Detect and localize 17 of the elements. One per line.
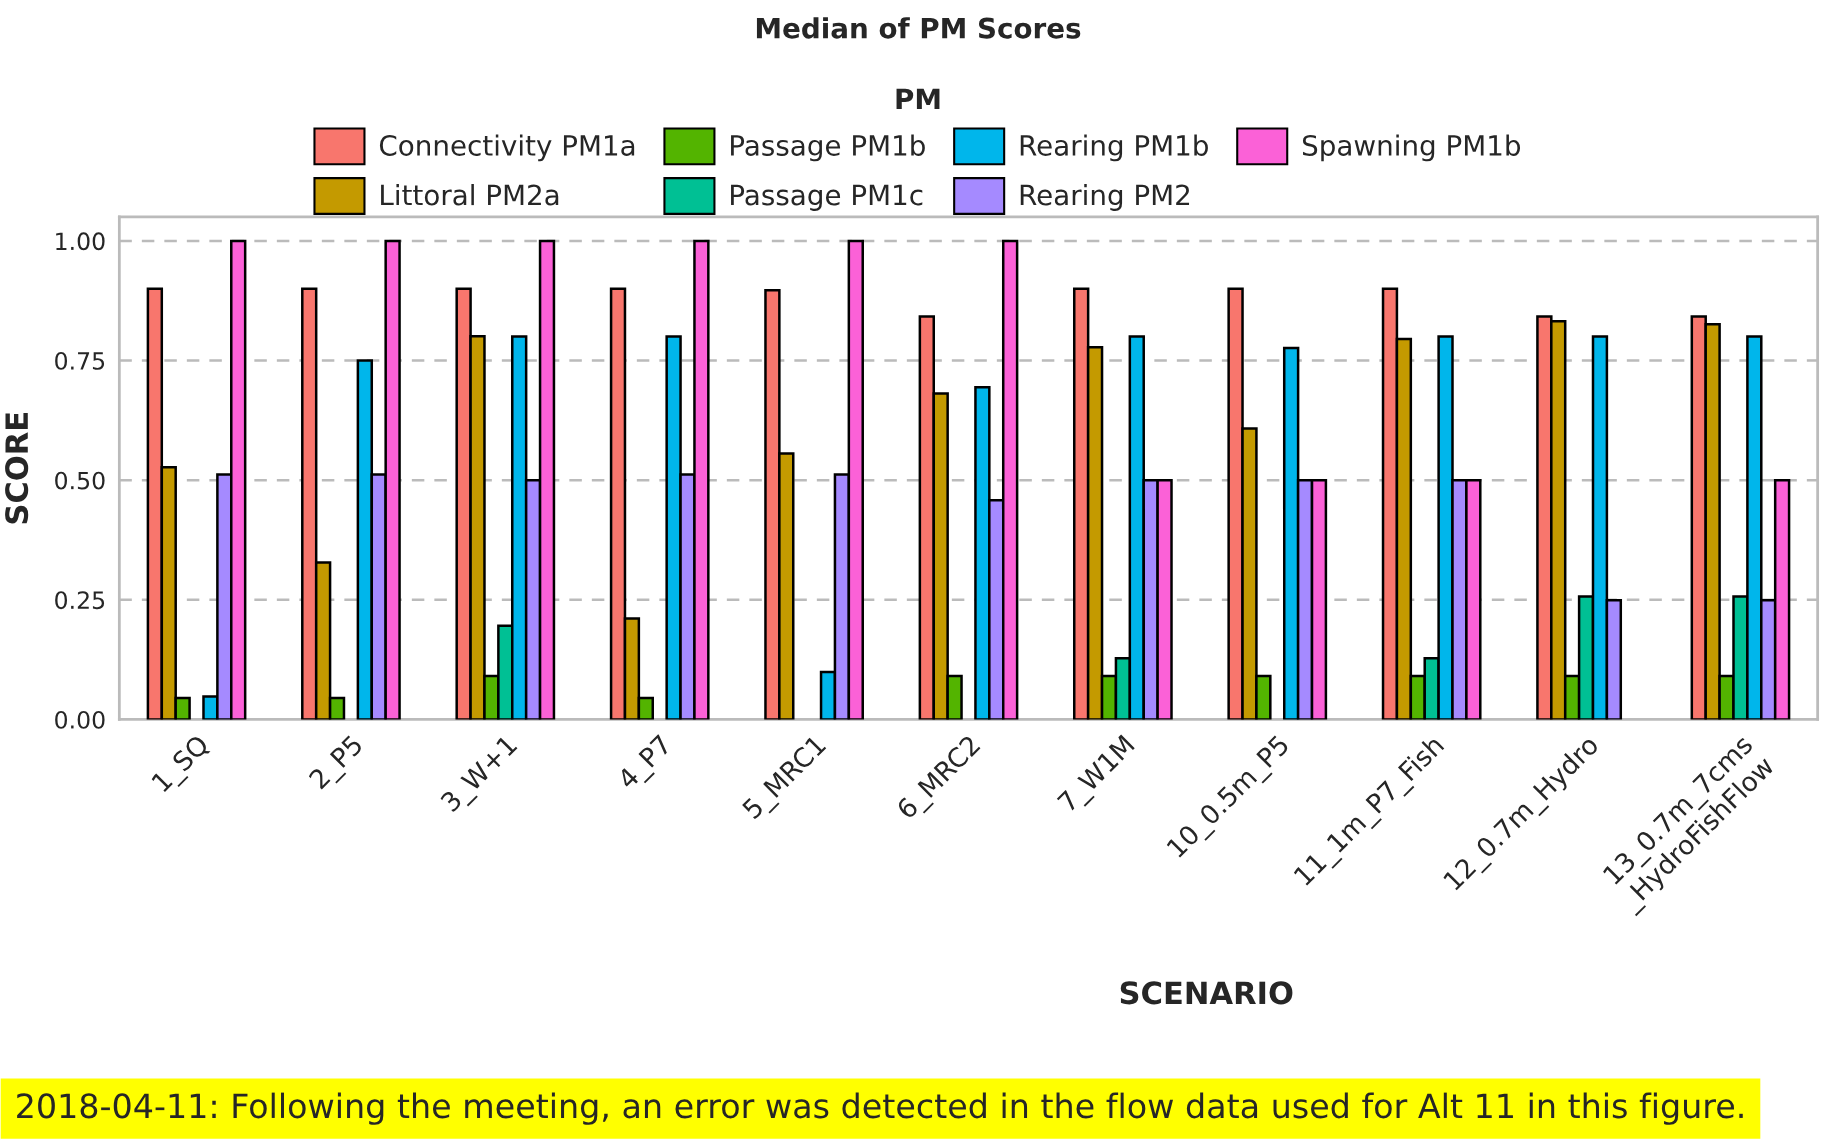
legend-label: Rearing PM2 — [1020, 184, 1190, 211]
legend-label: Littoral PM2a — [381, 184, 559, 206]
legend-label: Passage PM1b — [731, 134, 925, 162]
y-tick-label: 0.50 — [55, 471, 105, 490]
x-axis-title: SCENARIO — [1120, 981, 1293, 1005]
legend-label: Connectivity PM1a — [379, 134, 635, 162]
text: 2018-04-11: Following the meeting, an error was detected in the flow data used for Alt 11 in this figure. — [17, 1092, 1743, 1125]
legend-label: Passage PM1c — [731, 184, 923, 211]
y-axis-title: SCORE — [5, 413, 29, 524]
y-tick-label: 0.00 — [55, 710, 105, 729]
y-tick-label: 0.75 — [55, 351, 105, 370]
y-tick-label: 1.00 — [56, 232, 105, 251]
y-tick-label: 0.25 — [55, 591, 105, 610]
chart-title: Median of PM Scores — [756, 17, 1081, 39]
legend-label: Spawning PM1b — [1302, 134, 1521, 162]
legend-label: Rearing PM1b — [1020, 134, 1208, 162]
legend-title: PM — [896, 88, 940, 109]
